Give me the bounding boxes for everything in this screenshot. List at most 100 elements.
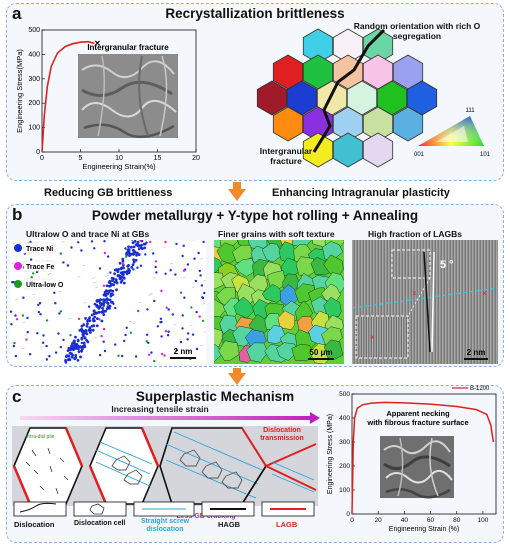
ni-atom bbox=[125, 326, 128, 329]
ni-atom bbox=[98, 353, 102, 357]
ni-atom bbox=[135, 253, 138, 257]
ni-atom bbox=[108, 284, 111, 288]
intra-disl-label: Intra-disl pile bbox=[26, 434, 55, 440]
ni-atom bbox=[132, 268, 135, 271]
legend-label: Trace Fe bbox=[26, 264, 55, 271]
arrow-down-bc bbox=[228, 373, 246, 385]
ni-atom bbox=[120, 354, 124, 358]
red-mark-3: × bbox=[370, 333, 375, 342]
ni-atom bbox=[130, 266, 134, 269]
ni-atom bbox=[84, 317, 87, 320]
grain bbox=[214, 328, 224, 348]
ni-atom bbox=[119, 280, 123, 284]
ni-atom bbox=[159, 317, 163, 320]
ni-atom bbox=[74, 354, 78, 357]
ni-atom bbox=[105, 284, 109, 288]
ni-atom bbox=[92, 312, 96, 315]
y-axis-label-c: Engineering Stress (MPa) bbox=[327, 414, 334, 494]
background-atom bbox=[123, 257, 127, 259]
ni-atom bbox=[123, 339, 126, 343]
ni-atom bbox=[130, 245, 133, 249]
background-atom bbox=[182, 277, 186, 279]
background-atom bbox=[77, 276, 81, 278]
ni-atom bbox=[82, 323, 86, 327]
ebsd-grain-map: 50 μm bbox=[214, 240, 344, 364]
ni-atom bbox=[175, 349, 178, 352]
background-atom bbox=[138, 301, 142, 304]
ni-atom bbox=[145, 333, 149, 336]
ni-atom bbox=[179, 340, 183, 344]
fe-atom bbox=[164, 330, 168, 333]
ni-atom bbox=[134, 355, 138, 358]
ni-atom bbox=[93, 247, 96, 250]
panel-c-title: Superplastic Mechanism bbox=[135, 389, 295, 404]
ni-atom bbox=[85, 332, 89, 336]
ni-atom bbox=[114, 279, 118, 283]
angle-label: 5 ° bbox=[440, 259, 454, 271]
legend-box bbox=[23, 260, 55, 272]
ni-atom bbox=[194, 279, 198, 283]
y-tick-label: 500 bbox=[28, 27, 40, 34]
ni-atom bbox=[79, 355, 82, 359]
ni-atom bbox=[164, 272, 167, 275]
legend-swatch bbox=[14, 244, 22, 252]
background-atom bbox=[81, 264, 85, 267]
ni-atom bbox=[70, 355, 74, 359]
fe-atom bbox=[100, 334, 103, 338]
y-tick-label: 200 bbox=[28, 100, 40, 107]
ni-atom bbox=[85, 339, 88, 342]
ni-atom bbox=[156, 325, 160, 328]
background-atom bbox=[133, 322, 137, 324]
background-atom bbox=[68, 318, 72, 320]
ni-atom bbox=[126, 264, 130, 268]
ni-atom bbox=[175, 242, 178, 246]
ni-atom bbox=[109, 294, 113, 298]
x-tick-label: 100 bbox=[477, 517, 488, 524]
ni-atom bbox=[114, 343, 117, 346]
ni-atom bbox=[197, 251, 200, 255]
ni-atom bbox=[42, 334, 45, 337]
ni-atom bbox=[102, 340, 105, 343]
x-tick-label: 5 bbox=[79, 155, 83, 162]
ni-atom bbox=[166, 334, 170, 337]
scale-label-2: 50 μm bbox=[309, 348, 332, 357]
o-atom bbox=[30, 276, 33, 279]
grain bbox=[323, 339, 344, 360]
ni-atom bbox=[127, 248, 131, 251]
angle-line-black bbox=[423, 251, 431, 353]
ni-atom bbox=[201, 296, 205, 300]
x-tick-label: 10 bbox=[115, 155, 123, 162]
ni-atom bbox=[142, 242, 146, 246]
x-tick-label: 60 bbox=[427, 517, 435, 524]
ni-atom bbox=[105, 289, 108, 293]
ni-atom bbox=[131, 241, 135, 245]
ni-atom bbox=[86, 322, 89, 326]
crack-line bbox=[312, 28, 386, 153]
background-atom bbox=[148, 294, 152, 296]
ni-atom bbox=[106, 255, 110, 258]
background-atom bbox=[121, 261, 125, 264]
ni-atom bbox=[132, 258, 135, 262]
o-atom bbox=[117, 354, 120, 357]
fe-atom bbox=[121, 262, 125, 265]
less-gb-cracking-label: Less GB cracking bbox=[176, 513, 235, 520]
ipf-label-111: 111 bbox=[465, 108, 475, 114]
ni-atom bbox=[103, 240, 106, 243]
ipf-label-001: 001 bbox=[414, 152, 425, 158]
bridge-right-text: Enhancing Intragranular plasticity bbox=[272, 187, 450, 199]
o-atom bbox=[13, 341, 16, 345]
ni-atom bbox=[67, 357, 71, 361]
ni-atom bbox=[110, 276, 114, 280]
ni-atom bbox=[130, 240, 134, 241]
ni-atom bbox=[105, 297, 109, 301]
atom-probe-map: Trace Ni Trace Fe Ultra-low O 2 nm bbox=[10, 240, 206, 364]
ni-atom bbox=[126, 251, 130, 255]
legend-box bbox=[23, 278, 55, 290]
ni-atom bbox=[76, 358, 80, 362]
ni-atom bbox=[62, 338, 65, 342]
panel-a-label: a bbox=[12, 4, 22, 23]
ni-atom bbox=[183, 296, 186, 299]
arrow-stem-ab bbox=[233, 182, 241, 190]
y-tick-label: 400 bbox=[28, 51, 40, 58]
ipf-color-triangle: 111 001 101 bbox=[414, 108, 491, 158]
